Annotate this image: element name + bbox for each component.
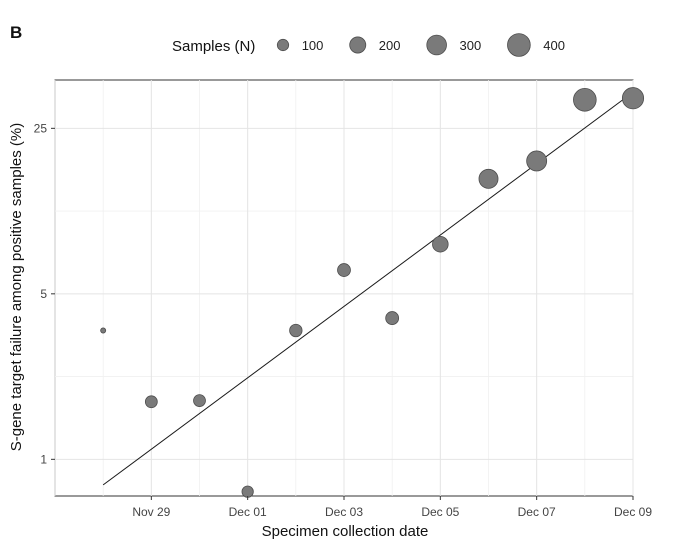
data-point — [385, 311, 400, 325]
x-axis-title: Specimen collection date — [262, 523, 429, 540]
data-point — [337, 263, 351, 277]
data-point — [241, 485, 254, 498]
legend-key — [349, 36, 367, 54]
y-axis-title: S-gene target failure among positive sam… — [8, 123, 25, 452]
x-tick-label: Dec 07 — [518, 505, 556, 519]
x-tick-label: Dec 09 — [614, 505, 652, 519]
data-point — [432, 235, 449, 253]
data-point — [526, 150, 548, 172]
x-tick-label: Dec 05 — [421, 505, 459, 519]
legend-label: 200 — [379, 38, 401, 53]
x-tick-label: Dec 01 — [229, 505, 267, 519]
y-tick-label: 5 — [40, 287, 47, 301]
legend-title: Samples (N) — [172, 38, 255, 55]
y-tick-label: 25 — [34, 121, 48, 135]
legend-key — [276, 38, 290, 52]
x-axis: Nov 29 Dec 01 Dec 03 Dec 05 Dec 07 Dec 09 — [132, 496, 652, 519]
legend: Samples (N) 100 200 300 400 — [172, 33, 565, 57]
y-tick-label: 1 — [40, 452, 47, 466]
legend-key — [426, 34, 447, 56]
gridlines — [54, 80, 634, 496]
legend-label: 400 — [543, 38, 565, 53]
data-point — [289, 323, 303, 338]
x-tick-label: Dec 03 — [325, 505, 363, 519]
data-point — [478, 168, 499, 189]
plot-area — [54, 79, 645, 498]
panel-letter: B — [10, 23, 22, 42]
data-point — [193, 394, 206, 407]
legend-label: 300 — [460, 38, 482, 53]
x-tick-label: Nov 29 — [132, 505, 170, 519]
legend-label: 100 — [302, 38, 324, 53]
data-point — [100, 327, 107, 334]
data-points — [100, 87, 645, 498]
data-point — [573, 87, 597, 112]
data-point — [621, 87, 645, 110]
data-point — [144, 395, 158, 409]
legend-key — [507, 33, 531, 57]
